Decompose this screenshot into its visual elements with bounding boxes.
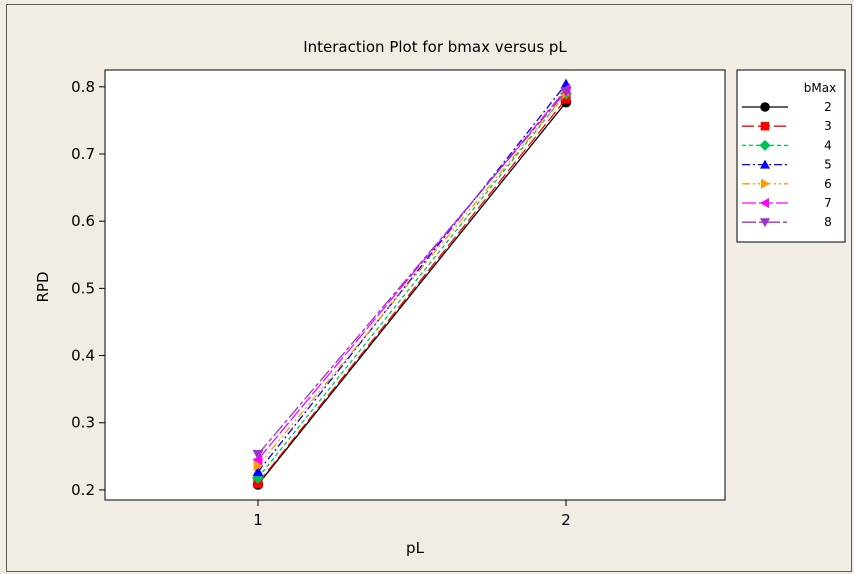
data-point (253, 460, 264, 472)
legend-label: 7 (824, 196, 832, 210)
legend-marker (761, 178, 770, 189)
y-tick-label: 0.5 (71, 279, 95, 297)
legend-marker (760, 159, 770, 169)
legend-item: 2 (742, 100, 832, 114)
x-tick-label: 1 (253, 511, 263, 529)
y-tick-label: 0.3 (71, 414, 95, 432)
legend-marker (760, 102, 770, 112)
plot-area (104, 69, 726, 501)
legend-label: 6 (824, 177, 832, 191)
legend-item: 5 (742, 158, 832, 172)
legend-item: 3 (742, 119, 832, 133)
legend-label: 5 (824, 158, 832, 172)
legend-marker (760, 218, 770, 228)
y-tick-label: 0.8 (71, 78, 95, 96)
data-point (252, 454, 263, 466)
series-line (257, 101, 567, 485)
y-tick-label: 0.7 (71, 145, 95, 163)
y-tick-label: 0.6 (71, 212, 95, 230)
legend-marker (759, 139, 771, 151)
legend-marker (760, 121, 770, 131)
legend-item: 4 (742, 138, 832, 152)
data-point (560, 87, 572, 97)
legend-label: 2 (824, 100, 832, 114)
legend-box (736, 69, 846, 243)
legend-item: 8 (742, 215, 832, 229)
x-axis-label: pL (406, 539, 425, 557)
series-line (257, 93, 567, 479)
series-line (257, 93, 567, 467)
legend-label: 3 (824, 119, 832, 133)
legend-items: 2 3 4 5 6 7 8 (742, 100, 832, 229)
series-line (257, 98, 567, 484)
series-line (257, 83, 567, 473)
series-layer (251, 78, 573, 490)
legend-item: 6 (742, 177, 832, 191)
legend-label: 8 (824, 215, 832, 229)
legend-title: bMax (804, 81, 836, 95)
y-axis: 0.2 0.3 0.4 0.5 0.6 0.7 0.8 (71, 78, 105, 499)
legend-item: 7 (742, 196, 832, 210)
y-tick-label: 0.4 (71, 347, 95, 365)
data-point (252, 449, 264, 460)
x-tick-label: 2 (561, 511, 571, 529)
y-tick-label: 0.2 (71, 481, 95, 499)
legend-marker (760, 198, 769, 208)
series-8 (252, 87, 572, 460)
series-line (257, 91, 567, 455)
data-point (252, 466, 264, 477)
chart-title: Interaction Plot for bmax versus pL (303, 38, 567, 56)
y-axis-label: RPD (34, 271, 52, 302)
legend-label: 4 (824, 138, 832, 152)
